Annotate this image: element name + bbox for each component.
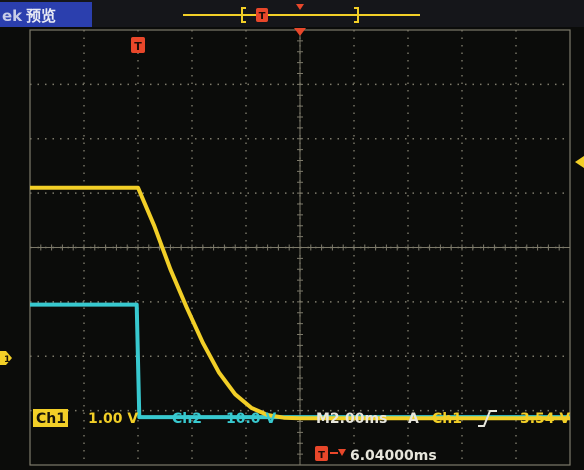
trigger-offset-t-glyph: T: [318, 450, 325, 461]
record-trigger-glyph: T: [259, 11, 266, 22]
expansion-point-icon: [296, 4, 304, 10]
record-window-right-bracket: [354, 7, 359, 23]
rising-edge-icon: [478, 410, 497, 427]
offset-marker-icon: [338, 449, 346, 456]
acquisition-mode: A: [408, 411, 419, 427]
mode-label: 预览: [26, 7, 56, 25]
trigger-level: 3.54 V: [520, 411, 570, 427]
ch1-ground-arrow-icon: [0, 351, 12, 365]
ch1-waveform: [30, 185, 570, 421]
ch2-label: Ch2: [172, 411, 202, 427]
center-marker-icon: [294, 28, 306, 36]
trigger-offset-value: 6.04000ms: [350, 448, 437, 464]
ch1-label-badge: [33, 409, 68, 427]
header-background: [0, 0, 584, 27]
trigger-position-marker: T: [131, 28, 306, 53]
waveform-traces: [30, 185, 570, 421]
ch2-scale: 10.0 V: [226, 411, 276, 427]
trigger-level-arrow-icon: [575, 156, 584, 168]
ch1-ground-marker: 1: [0, 351, 12, 365]
record-window-left-bracket: [241, 7, 246, 23]
trigger-offset-t-icon: [315, 446, 328, 461]
timebase: M2.00ms: [316, 411, 387, 427]
mode-badge: [0, 2, 92, 27]
record-trigger-icon: [256, 8, 268, 22]
trigger-source: Ch1: [432, 411, 462, 427]
trigger-position-glyph: T: [134, 40, 142, 53]
ch1-label: Ch1: [36, 411, 66, 427]
ch1-scale: 1.00 V: [88, 411, 138, 427]
trigger-offset-readout: T 6.04000ms: [315, 446, 437, 464]
brand-fragment: ek: [2, 7, 23, 25]
trigger-position-icon: [131, 37, 145, 53]
header-bar: ek 预览 T: [0, 0, 584, 27]
ch1-ground-glyph: 1: [4, 355, 10, 365]
readout-row: Ch1 1.00 V Ch2 10.0 V M2.00ms A Ch1 3.54…: [33, 409, 570, 427]
